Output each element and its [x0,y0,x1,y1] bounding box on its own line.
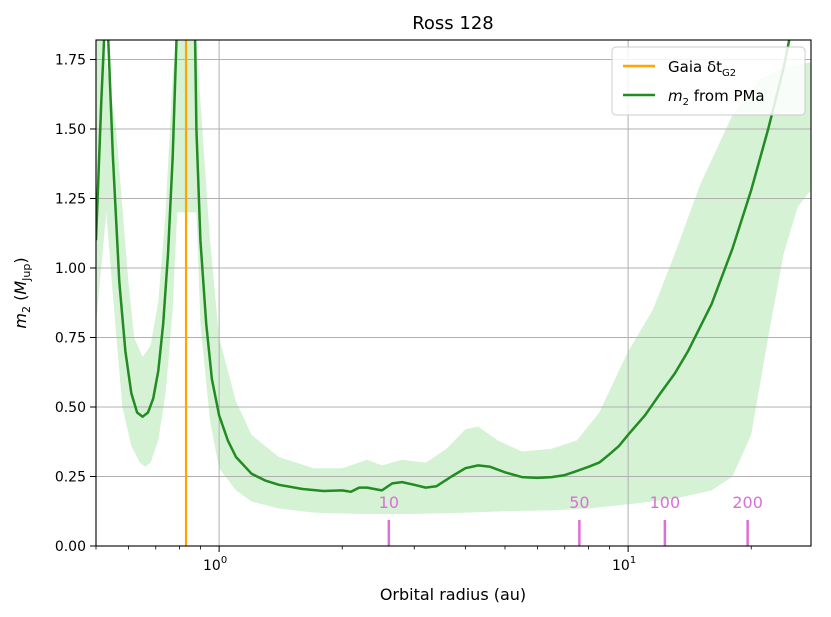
x-tick-label: 100 [203,555,227,574]
legend-box [611,46,806,116]
plot-frame [95,39,812,547]
grid-layer [96,40,811,546]
y-axis-label: m2 (MJup) [11,257,33,328]
period-marker-label-200: 200 [732,493,763,512]
y-tick-label: 0.75 [55,330,86,346]
y-tick-label: 1.00 [55,261,86,277]
period-marker-layer: 10 50 100 200 [379,493,763,546]
period-marker-label-10: 10 [379,493,399,512]
uncertainty-band-layer [96,40,811,514]
y-tick-label: 0.00 [55,539,86,555]
period-marker-label-100: 100 [650,493,681,512]
y-tick-label: 0.25 [55,469,86,485]
axis-layer: 0.00 0.25 0.50 0.75 1.00 1.25 1.50 1.75 100 101 [55,52,752,574]
uncertainty-band [96,40,811,514]
y-tick-label: 1.75 [55,52,86,68]
x-tick-label: 101 [612,555,636,574]
y-tick-label: 1.50 [55,122,86,138]
legend: Gaia δtG2 m2 from PMa [611,46,806,116]
period-marker-label-50: 50 [569,493,589,512]
x-axis-label: Orbital radius (au) [380,585,526,604]
y-tick-label: 0.50 [55,400,86,416]
series-line-m2 [96,40,791,494]
y-tick-label: 1.25 [55,191,86,207]
chart-title: Ross 128 [412,13,494,34]
legend-label-gaia: Gaia δtG2 [668,58,736,79]
series-layer [96,40,791,546]
legend-label-m2: m2 from PMa [668,87,765,108]
